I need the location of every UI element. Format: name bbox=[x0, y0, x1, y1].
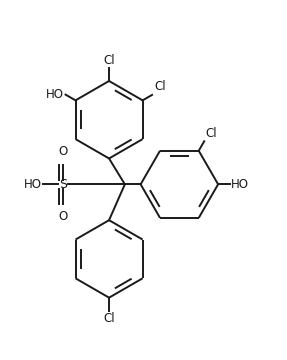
Text: Cl: Cl bbox=[205, 127, 217, 140]
Text: HO: HO bbox=[46, 88, 64, 101]
Text: Cl: Cl bbox=[103, 312, 115, 325]
Text: HO: HO bbox=[24, 178, 42, 191]
Text: O: O bbox=[59, 210, 68, 223]
Text: S: S bbox=[59, 178, 67, 191]
Text: Cl: Cl bbox=[154, 80, 166, 93]
Text: Cl: Cl bbox=[103, 54, 115, 67]
Text: O: O bbox=[59, 145, 68, 158]
Text: HO: HO bbox=[231, 178, 249, 191]
